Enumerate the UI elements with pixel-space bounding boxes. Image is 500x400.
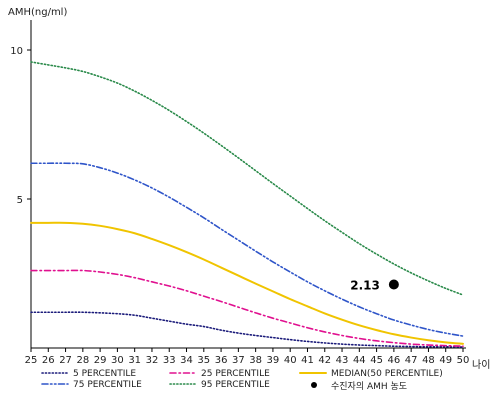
series-line-0: [30, 311, 464, 348]
x-tick-label: 49: [439, 355, 452, 366]
legend-label-4: 95 PERCENTILE: [201, 380, 270, 390]
x-tick-label: 48: [422, 355, 435, 366]
x-tick-label: 27: [59, 355, 72, 366]
series-lines: [30, 61, 464, 348]
x-axis-title: 나이: [472, 359, 490, 371]
x-ticks: 25 26 27 28 29 30 31 32 33 34 35 36 37 38 39 40 41 42 43 44…: [25, 348, 470, 366]
x-tick-label: 26: [42, 355, 55, 366]
legend-label-2: MEDIAN(50 PERCENTILE): [331, 369, 443, 379]
x-tick-label: 36: [215, 355, 228, 366]
x-tick-label: 31: [128, 355, 141, 366]
x-tick-label: 45: [370, 355, 383, 366]
patient-marker-label: 2.13: [350, 279, 380, 293]
x-tick-label: 29: [94, 355, 107, 366]
series-line-1: [30, 269, 464, 348]
patient-marker: [388, 279, 399, 290]
series-line-4: [30, 61, 464, 296]
x-tick-label: 35: [197, 355, 210, 366]
y-tick-label: 5: [17, 195, 23, 206]
y-tick-label: 10: [10, 46, 23, 57]
x-tick-label: 30: [111, 355, 124, 366]
x-tick-label: 42: [318, 355, 331, 366]
x-tick-label: 38: [249, 355, 262, 366]
x-tick-label: 28: [76, 355, 89, 366]
legend-marker-swatch: [311, 382, 317, 388]
series-line-3: [30, 162, 464, 337]
x-tick-label: 25: [25, 355, 38, 366]
legend-label-0: 5 PERCENTILE: [73, 369, 136, 379]
marker-group: 2.13: [350, 279, 399, 293]
y-axis-title: AMH(ng/ml): [8, 7, 67, 18]
legend-marker-label: 수진자의 AMH 농도: [331, 381, 407, 392]
x-tick-label: 34: [180, 355, 193, 366]
x-tick-label: 40: [284, 355, 297, 366]
x-tick-label: 47: [405, 355, 418, 366]
x-tick-label: 50: [457, 355, 470, 366]
legend-label-1: 25 PERCENTILE: [201, 369, 270, 379]
legend-label-3: 75 PERCENTILE: [73, 380, 142, 390]
x-tick-label: 33: [163, 355, 176, 366]
x-tick-label: 41: [301, 355, 314, 366]
series-line-2: [30, 221, 464, 345]
x-tick-label: 39: [267, 355, 280, 366]
x-tick-label: 43: [336, 355, 349, 366]
legend: 5 PERCENTILE 25 PERCENTILE MEDIAN(50 PERCE…: [41, 369, 443, 392]
x-tick-label: 37: [232, 355, 245, 366]
x-tick-label: 44: [353, 355, 366, 366]
x-tick-label: 32: [146, 355, 159, 366]
y-ticks: 5 10: [10, 46, 31, 206]
axes: [30, 20, 466, 349]
x-tick-label: 46: [388, 355, 401, 366]
